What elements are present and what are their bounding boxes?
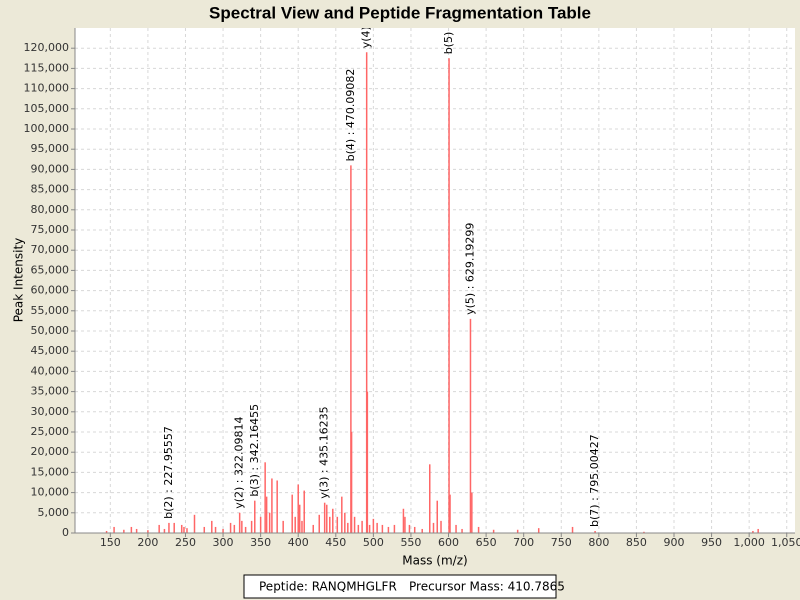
y-tick-label: 45,000 <box>31 344 70 357</box>
precursor-mass: Precursor Mass: 410.7865 <box>409 580 565 594</box>
x-tick-label: 150 <box>100 536 121 549</box>
x-tick-label: 250 <box>175 536 196 549</box>
fragment-label: y(3) : 435.16235 <box>318 406 331 498</box>
y-tick-label: 50,000 <box>31 324 70 337</box>
x-tick-label: 300 <box>213 536 234 549</box>
y-tick-label: 60,000 <box>31 284 70 297</box>
fragment-label: b(2) : 227.95557 <box>162 426 175 519</box>
chart-title: Spectral View and Peptide Fragmentation … <box>209 3 591 22</box>
y-tick-label: 95,000 <box>31 142 70 155</box>
x-tick-label: 550 <box>400 536 421 549</box>
y-tick-label: 115,000 <box>24 61 70 74</box>
fragment-label: y(2) : 322.09814 <box>233 417 246 509</box>
peptide: Peptide: RANQMHGLFR <box>259 580 397 594</box>
x-tick-label: 450 <box>325 536 346 549</box>
marks <box>105 52 759 533</box>
y-tick-label: 100,000 <box>24 122 70 135</box>
fragment-label: b(4) : 470.09082 <box>344 69 357 162</box>
y-tick-label: 55,000 <box>31 304 70 317</box>
y-tick-label: 105,000 <box>24 102 70 115</box>
y-tick-label: 110,000 <box>24 82 70 95</box>
x-tick-label: 400 <box>288 536 309 549</box>
x-tick-label: 750 <box>551 536 572 549</box>
x-tick-label: 900 <box>663 536 684 549</box>
x-axis-label: Mass (m/z) <box>402 554 467 568</box>
y-tick-label: 20,000 <box>31 445 70 458</box>
x-tick-label: 1,050 <box>771 536 800 549</box>
y-tick-label: 85,000 <box>31 183 70 196</box>
fragment-label: y(4) : <box>360 19 373 48</box>
grid: 0 5,000 10,000 15,000 20,000 25,000 30,000 35,0… <box>24 28 800 549</box>
fragment-label: b(5) : <box>442 25 455 55</box>
y-tick-label: 70,000 <box>31 243 70 256</box>
x-tick-label: 950 <box>701 536 722 549</box>
x-tick-label: 1,000 <box>733 536 765 549</box>
y-tick-label: 10,000 <box>31 486 70 499</box>
x-tick-label: 600 <box>438 536 459 549</box>
x-tick-label: 500 <box>363 536 384 549</box>
x-tick-label: 350 <box>250 536 271 549</box>
y-tick-label: 120,000 <box>24 41 70 54</box>
y-tick-label: 35,000 <box>31 385 70 398</box>
y-tick-label: 5,000 <box>38 506 70 519</box>
x-tick-label: 850 <box>626 536 647 549</box>
x-tick-label: 700 <box>513 536 534 549</box>
y-tick-label: 75,000 <box>31 223 70 236</box>
y-tick-label: 90,000 <box>31 162 70 175</box>
fragment-label: b(7) : 795.00427 <box>588 434 601 527</box>
fragment-label: b(3) : 342.16455 <box>248 404 261 497</box>
x-tick-label: 650 <box>476 536 497 549</box>
y-tick-label: 40,000 <box>31 364 70 377</box>
y-tick-label: 65,000 <box>31 263 70 276</box>
x-tick-label: 800 <box>588 536 609 549</box>
y-tick-label: 25,000 <box>31 425 70 438</box>
y-tick-label: 15,000 <box>31 465 70 478</box>
y-axis-label: Peak Intensity <box>12 238 26 323</box>
x-tick-label: 200 <box>137 536 158 549</box>
fragment-label: y(5) : 629.19299 <box>463 223 476 315</box>
footer-box <box>243 574 557 599</box>
y-tick-label: 80,000 <box>31 203 70 216</box>
y-tick-label: 30,000 <box>31 405 70 418</box>
annotations: b(2) : 227.95557 y(2) : 322.09814 b(3) : 3… <box>162 19 601 527</box>
y-tick-label: 0 <box>62 526 69 539</box>
plot-area <box>75 28 795 533</box>
